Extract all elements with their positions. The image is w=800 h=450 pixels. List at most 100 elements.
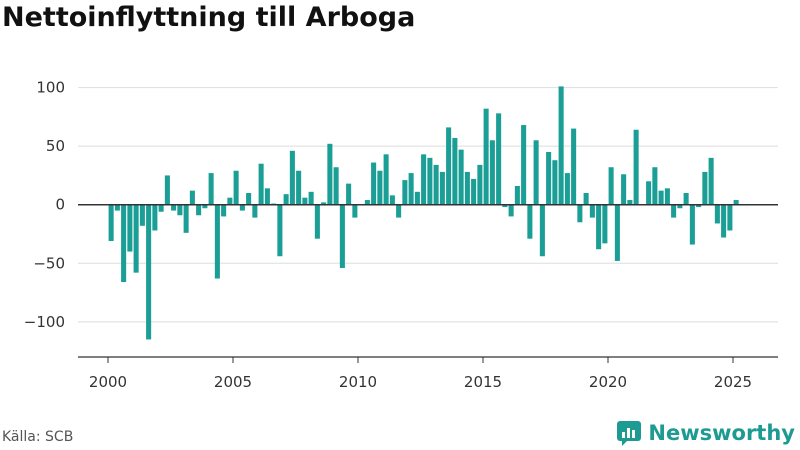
bar [246,193,252,205]
bar [352,204,358,218]
bar [121,204,127,283]
bar [733,200,739,205]
bar [514,185,520,205]
bar [377,170,383,205]
bar [658,190,664,205]
bar [439,171,445,205]
bar [146,204,152,340]
x-axis: 2000 2005 2010 2015 2020 2025 [78,356,778,391]
bar [477,164,483,205]
bar [452,137,458,205]
x-tick-label: 2020 [589,373,627,391]
bar [289,150,295,205]
bar [152,204,158,231]
bar [383,154,389,205]
bar [727,204,733,231]
x-tick-label: 2025 [714,373,752,391]
bar [721,204,727,238]
bar [602,204,608,244]
bar [252,204,258,218]
bar [683,193,689,205]
bar [408,173,414,205]
bar [652,167,658,205]
brand-name: Newsworthy [648,421,795,445]
bar [114,204,120,211]
newsworthy-logo-icon [617,421,642,446]
bar [427,157,433,205]
bar [714,204,720,224]
bar [483,108,489,205]
bar [127,204,133,252]
bar [571,128,577,205]
bar [396,204,402,218]
bars [108,86,739,340]
x-tick-label: 2000 [89,373,127,391]
bar [677,204,683,209]
x-tick-label: 2015 [464,373,502,391]
bar [577,204,583,223]
y-tick-label: −50 [33,254,65,272]
bar [321,202,327,205]
bar [489,140,495,205]
brand-logo: Newsworthy [616,419,795,447]
bar [264,188,270,205]
y-tick-label: 0 [55,196,65,214]
bar [164,175,170,205]
bar [239,204,245,211]
y-tick-label: −100 [24,313,65,331]
bar [596,204,602,250]
bar [702,171,708,205]
bar [133,204,139,273]
bar [627,200,633,205]
bar [664,188,670,205]
bar [614,204,620,261]
bar [202,204,208,209]
bar [221,204,227,217]
source-note: Källa: SCB [2,429,74,445]
bar [302,197,308,205]
bar [552,160,558,205]
bar [533,140,539,205]
bar [508,204,514,217]
bar [158,204,164,212]
bar [502,204,508,208]
bar [108,204,114,242]
bar [646,181,652,205]
bar [189,190,195,205]
bar [339,204,345,268]
bar [389,195,395,205]
bar [171,204,177,211]
bar [464,171,470,205]
bar [139,204,145,226]
grid-lines [78,87,778,323]
bar [327,143,333,205]
bar [696,204,702,208]
bar [364,200,370,205]
bar [346,183,352,205]
bar [177,204,183,216]
bar [414,191,420,205]
bar [527,204,533,239]
x-tick-label: 2005 [214,373,252,391]
bar [633,129,639,205]
bar [471,178,477,205]
y-axis: 100 50 0 −50 −100 [24,79,65,331]
y-tick-label: 50 [46,137,65,155]
bar [227,197,233,205]
bar [608,167,614,205]
bar [421,154,427,205]
bar [621,174,627,205]
bar [671,204,677,218]
bar [458,149,464,205]
bar [258,163,264,205]
bar [558,86,564,205]
bar [314,204,320,239]
bar [277,204,283,257]
bar [521,125,527,205]
bar [183,204,189,233]
bar [196,204,202,216]
bar [589,204,595,218]
bar [583,193,589,205]
y-tick-label: 100 [36,79,65,97]
